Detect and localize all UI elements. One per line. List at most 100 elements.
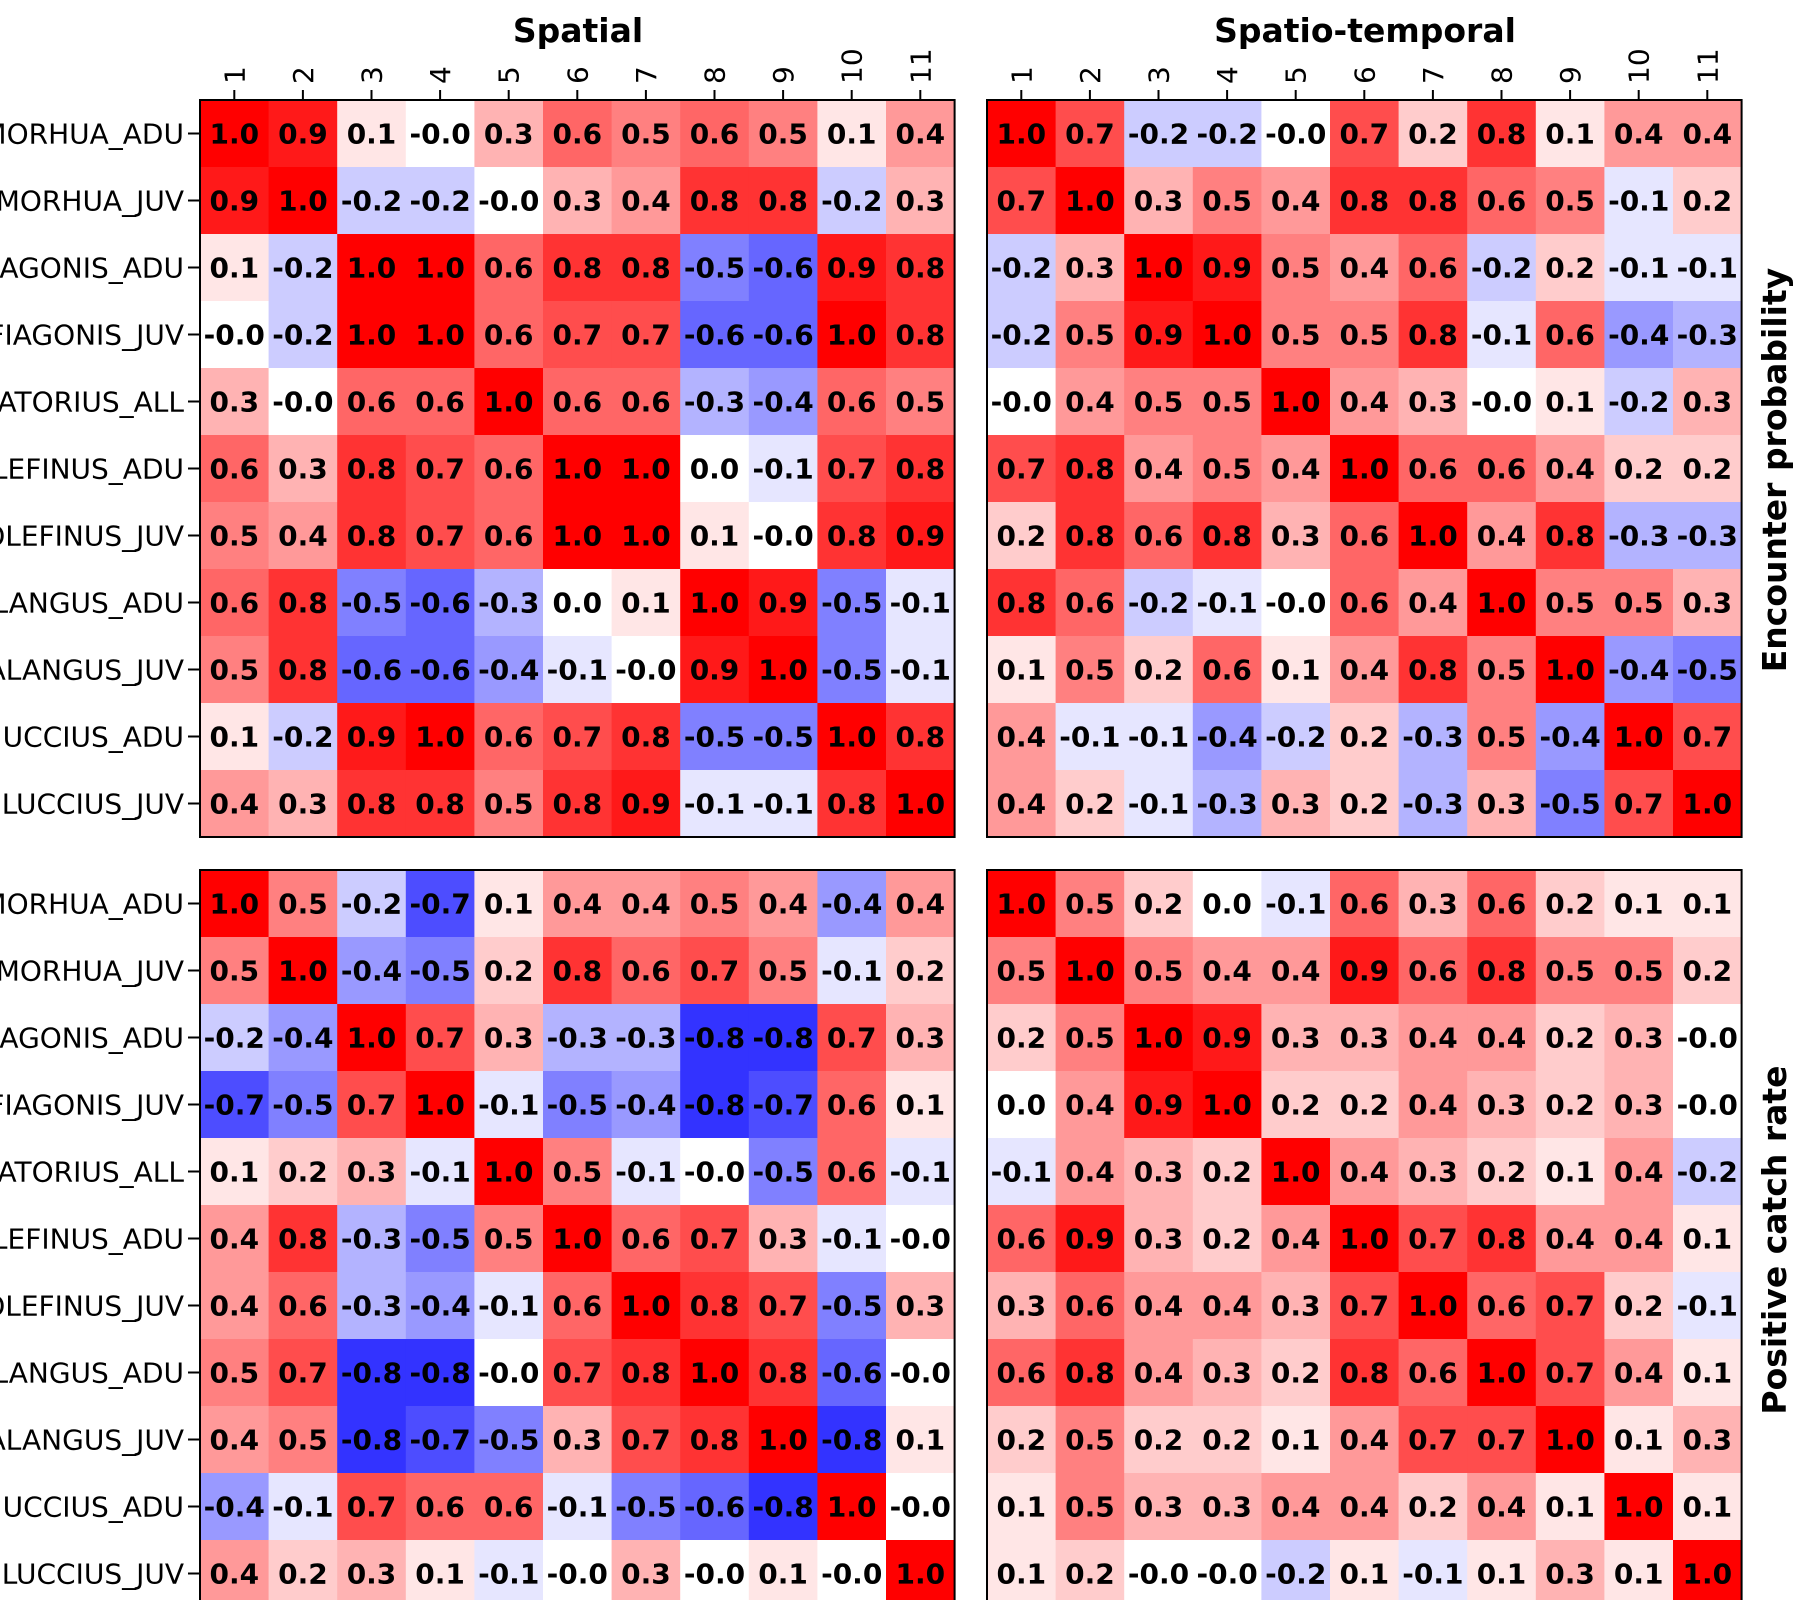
heatmap-cell-label: 0.3 [1202, 1357, 1252, 1390]
heatmap-cell-label: -0.0 [991, 386, 1052, 419]
heatmap-cell [1604, 870, 1674, 938]
heatmap-cell [474, 1138, 544, 1206]
heatmap-cell-label: 0.4 [1202, 955, 1252, 988]
heatmap-cell [680, 770, 750, 838]
heatmap-cell-label: 0.8 [827, 788, 877, 821]
heatmap-cell [1535, 770, 1605, 838]
heatmap-cell-label: 0.6 [484, 453, 534, 486]
heatmap-cell [200, 1406, 270, 1474]
heatmap-cell-label: 0.7 [690, 1223, 740, 1256]
heatmap-cell-label: -0.3 [478, 587, 539, 620]
heatmap-cell-label: 0.7 [1477, 1424, 1527, 1457]
heatmap-cell [1398, 167, 1468, 235]
heatmap-cell-label: 1.0 [758, 1424, 808, 1457]
heatmap-cell-label: 0.3 [1614, 1022, 1664, 1055]
heatmap-cell [1467, 502, 1537, 570]
heatmap-cell [817, 1205, 887, 1273]
heatmap-cell [1467, 703, 1537, 771]
heatmap-cell-label: -0.0 [547, 1558, 608, 1591]
heatmap-cell [405, 435, 475, 503]
heatmap-cell-label: 0.1 [690, 520, 740, 553]
heatmap-cell-label: -0.1 [1677, 1290, 1738, 1323]
heatmap-cell-label: 0.7 [278, 1357, 328, 1390]
heatmap-cell [1261, 435, 1331, 503]
heatmap-cell [1055, 703, 1125, 771]
heatmap-cell [817, 100, 887, 168]
heatmap-cell [1261, 1339, 1331, 1407]
heatmap-cell [1124, 368, 1194, 436]
heatmap-cell-label: -0.2 [1677, 1156, 1738, 1189]
heatmap-cell-label: 1.0 [347, 1022, 397, 1055]
heatmap-cell-label: -0.1 [890, 587, 951, 620]
heatmap-cell-label: 0.1 [1614, 1558, 1664, 1591]
heatmap-cell-label: 0.7 [415, 520, 465, 553]
heatmap-cell-label: -0.0 [684, 1558, 745, 1591]
heatmap-cell-label: 1.0 [1545, 654, 1595, 687]
heatmap-cell-label: 0.1 [1682, 1357, 1732, 1390]
heatmap-cell [817, 435, 887, 503]
heatmap-cell-label: 0.7 [552, 319, 602, 352]
heatmap-cell [1673, 937, 1743, 1005]
heatmap-cell-label: 0.4 [1134, 1290, 1184, 1323]
heatmap-cell-label: -0.1 [478, 1290, 539, 1323]
heatmap-cell [1535, 1272, 1605, 1340]
heatmap-cell [1398, 1339, 1468, 1407]
heatmap-cell-label: 0.3 [1545, 1558, 1595, 1591]
heatmap-cell [886, 1473, 956, 1541]
heatmap-cell-label: 0.6 [1545, 319, 1595, 352]
heatmap-cell [886, 937, 956, 1005]
heatmap-cell-label: 0.4 [1271, 453, 1321, 486]
heatmap-cell-label: -0.6 [821, 1357, 882, 1390]
heatmap-cell [405, 1004, 475, 1072]
heatmap-cell-label: 0.6 [1134, 520, 1184, 553]
heatmap-cell-label: 0.7 [827, 1022, 877, 1055]
heatmap-cell [200, 167, 270, 235]
heatmap-cell-label: 0.2 [1682, 955, 1732, 988]
heatmap-cell [268, 167, 338, 235]
heatmap-cell-label: -0.0 [1677, 1022, 1738, 1055]
heatmap-cell [474, 100, 544, 168]
heatmap-cell-label: 1.0 [1065, 955, 1115, 988]
heatmap-cell [1330, 435, 1400, 503]
heatmap-cell [886, 1406, 956, 1474]
heatmap-cell [1467, 870, 1537, 938]
heatmap-cell [1398, 1004, 1468, 1072]
heatmap-cell-label: 0.6 [347, 386, 397, 419]
heatmap-cell [886, 435, 956, 503]
heatmap-cell-label: 0.6 [484, 319, 534, 352]
heatmap-cell-label: -0.0 [1471, 386, 1532, 419]
heatmap-cell [886, 1339, 956, 1407]
heatmap-cell-label: 1.0 [827, 721, 877, 754]
heatmap-cell-label: 0.9 [1134, 1089, 1184, 1122]
heatmap-cell [748, 703, 818, 771]
heatmap-cell [680, 435, 750, 503]
heatmap-panels: 1.0 0.9 0.1 -0.0 0.3 0.6 0.5 0.6 0.5 0.1 0.40.9 1.0… [0, 48, 1743, 1600]
heatmap-cell-label: -0.1 [478, 1558, 539, 1591]
heatmap-cell [1330, 1205, 1400, 1273]
heatmap-cell [1467, 435, 1537, 503]
heatmap-cell [886, 502, 956, 570]
heatmap-cell [200, 368, 270, 436]
heatmap-cell-label: 0.5 [1202, 386, 1252, 419]
heatmap-cell-label: 0.8 [552, 788, 602, 821]
heatmap-cell [1261, 636, 1331, 704]
heatmap-cell [337, 870, 407, 938]
heatmap-cell [817, 937, 887, 1005]
heatmap-cell-label: -0.1 [272, 1491, 333, 1524]
heatmap-cell [1398, 1406, 1468, 1474]
heatmap-cell-label: 0.2 [1134, 888, 1184, 921]
heatmap-cell [474, 770, 544, 838]
heatmap-cell [1261, 502, 1331, 570]
heatmap-cell-label: -0.2 [821, 185, 882, 218]
heatmap-cell [405, 569, 475, 637]
heatmap-cell [1535, 569, 1605, 637]
heatmap-cell [200, 502, 270, 570]
heatmap-cell-label: 0.4 [1408, 1089, 1458, 1122]
heatmap-cell-label: 0.5 [621, 118, 671, 151]
heatmap-cell-label: 0.2 [1408, 1491, 1458, 1524]
heatmap-cell-label: -0.0 [204, 319, 265, 352]
heatmap-cell [1604, 1071, 1674, 1139]
heatmap-cell-label: -0.8 [752, 1491, 813, 1524]
heatmap-cell-label: -0.5 [684, 721, 745, 754]
heatmap-cell [886, 234, 956, 302]
